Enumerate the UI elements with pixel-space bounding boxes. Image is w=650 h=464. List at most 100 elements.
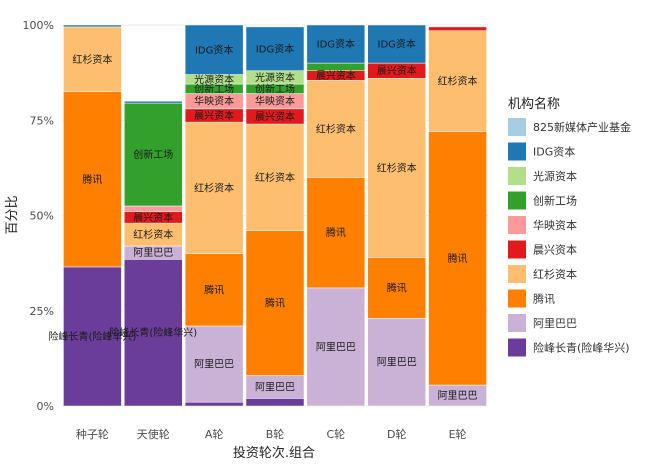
segment-label: 红杉资本 [255,171,295,184]
bar-segment [63,24,122,28]
y-tick-label: 50% [30,210,54,223]
legend-swatch [508,191,526,210]
bar-segment [63,91,122,268]
legend-entry-label: 晨兴资本 [533,243,577,257]
x-tick-label: B轮 [266,427,285,441]
segment-label: 阿里巴巴 [255,381,295,393]
segment-label: 腾讯 [387,281,407,294]
legend-swatch [508,216,526,234]
segment-label: 腾讯 [326,226,346,239]
x-tick-label: 天使轮 [137,427,170,441]
bar-segment [306,287,366,407]
segment-label: 华映资本 [255,95,295,108]
legend-swatch [508,314,526,332]
bar-segment [245,230,305,376]
x-tick-label: A轮 [205,427,224,441]
bar-segment [245,123,305,231]
segment-label: 红杉资本 [377,161,417,174]
bar-segment [306,177,366,289]
segment-label: 创新工场 [255,82,295,95]
legend: 机构名称 825新媒体产业基金 IDG资本光源资本创新工场华映资本晨兴资本红杉资本… [508,96,631,357]
x-tick-label: D轮 [387,427,406,441]
segment-label: 红杉资本 [133,228,173,241]
segment-label: 腾讯 [82,173,102,186]
segment-label: 创新工场 [194,82,234,95]
bar-segment [184,253,244,327]
bar-segment [428,131,487,386]
segment-label: 阿里巴巴 [377,357,417,369]
bar-segment [367,318,426,407]
segment-label: 华映资本 [194,95,234,108]
legend-entry-label: 腾讯 [533,292,555,306]
legend-entry-label: 红杉资本 [533,267,577,281]
x-axis-title: 投资轮次.组合 [233,445,315,461]
legend-swatch [508,142,526,161]
segment-label: 光源资本 [255,71,295,84]
segment-label: 腾讯 [448,252,468,265]
bar-segment [428,26,487,31]
segment-label: 腾讯 [265,297,285,310]
legend-swatch [508,289,526,308]
segment-label: IDG资本 [317,38,355,51]
y-axis-title: 百分比 [5,195,20,234]
legend-title: 机构名称 [508,96,560,112]
segment-label: 腾讯 [204,283,224,296]
bar-segment [306,62,366,71]
legend-entry-label: 华映资本 [533,218,577,232]
segment-label: 险峰长青(险峰华兴) [49,330,137,343]
segment-label: IDG资本 [256,42,294,55]
x-tick-label: C轮 [327,427,346,441]
y-axis: 0% 25% 50% 75% 100% [23,19,54,413]
segment-label: 晨兴资本 [194,109,234,122]
segment-label: 红杉资本 [438,75,478,88]
bar-segment [306,24,366,64]
legend-entry-label: 825新媒体产业基金 [533,120,631,134]
legend-swatch [508,265,526,283]
segment-label: 红杉资本 [72,53,112,66]
legend-swatch [508,240,526,259]
bar-segment [245,26,305,71]
legend-entry-label: 创新工场 [533,194,577,208]
bar-segment [124,102,183,207]
bars-layer [63,24,487,407]
bar-segment [184,24,244,75]
x-tick-label: E轮 [449,427,467,441]
legend-entry-label: 光源资本 [533,169,577,183]
segment-label: 晨兴资本 [133,211,173,224]
bar-segment [428,30,487,132]
bar-segment [367,24,426,64]
segment-label: IDG资本 [195,43,233,56]
segment-label: 创新工场 [133,148,173,161]
bar-segment [245,398,305,407]
legend-swatch [508,118,526,136]
bar-segment [367,257,426,319]
segment-label: 光源资本 [194,73,234,86]
y-tick-label: 75% [30,114,54,127]
bar-segment [306,79,366,178]
bar-segment [124,205,183,212]
bar-segment [124,259,183,407]
segment-label: 险峰长青(险峰华兴) [109,326,197,339]
legend-entry-label: 险峰长青(险峰华兴) [533,341,630,355]
y-tick-label: 100% [23,19,54,32]
x-axis: 种子轮 天使轮 A轮 B轮 C轮 D轮 E轮 [76,427,467,441]
bar-segment [184,401,244,407]
segment-label: 阿里巴巴 [316,341,356,353]
segment-label: 红杉资本 [316,122,356,135]
y-tick-label: 25% [30,305,54,318]
segment-label: IDG资本 [378,38,416,51]
segment-label: 阿里巴巴 [194,359,234,371]
legend-swatch [508,338,526,357]
x-tick-label: 种子轮 [76,427,109,441]
bar-segment [124,100,183,104]
segment-label: 红杉资本 [194,181,234,194]
segment-label: 阿里巴巴 [133,247,173,259]
legend-swatch [508,167,526,185]
bar-segment [184,121,244,254]
segment-label: 晨兴资本 [377,64,417,77]
segment-label: 晨兴资本 [255,110,295,123]
bar-segment [63,266,122,407]
segment-label: 阿里巴巴 [438,390,478,402]
y-tick-label: 0% [37,400,54,413]
